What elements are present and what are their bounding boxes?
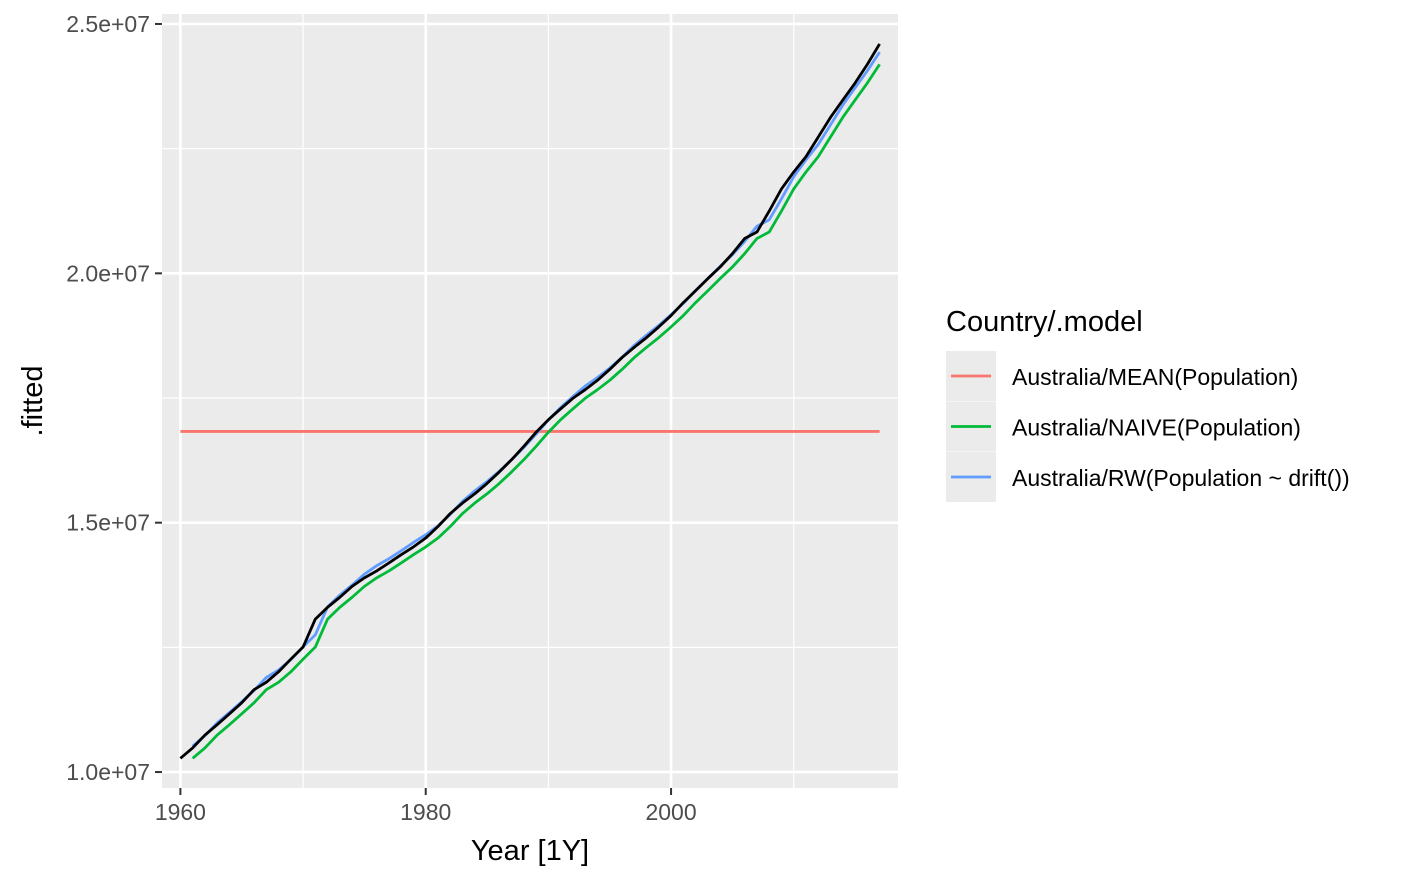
- major-gridlines: [162, 14, 898, 788]
- x-tick-label: 1960: [155, 799, 206, 825]
- legend-title: Country/.model: [946, 306, 1143, 338]
- y-tick-label: 2.0e+07: [66, 260, 150, 286]
- x-tick-label: 2000: [645, 799, 696, 825]
- series-line-australia-naive-population: [191, 63, 881, 760]
- y-tick-label: 1.5e+07: [66, 510, 150, 536]
- minor-gridlines: [162, 14, 898, 788]
- series-line-actual: [179, 43, 881, 760]
- legend-keys: Australia/MEAN(Population) Australia/NAIV…: [946, 351, 1350, 502]
- y-tick-label: 1.0e+07: [66, 759, 150, 785]
- legend-label: Australia/MEAN(Population): [1012, 364, 1298, 390]
- series-layer: [179, 43, 881, 760]
- x-tick-label: 1980: [400, 799, 451, 825]
- legend-label: Australia/RW(Population ~ drift()): [1012, 465, 1350, 491]
- axes: 1960 1980 2000 1.0e+07 1.5e+07 2.0e+07 2.5e+07: [66, 11, 696, 825]
- legend-label: Australia/NAIVE(Population): [1012, 415, 1301, 441]
- x-axis-title: Year [1Y]: [471, 835, 589, 867]
- legend: Country/.model Australia/MEAN(Population…: [946, 306, 1350, 502]
- plot-panel: [162, 14, 898, 788]
- y-axis-title: .fitted: [17, 366, 49, 437]
- y-tick-label: 2.5e+07: [66, 11, 150, 37]
